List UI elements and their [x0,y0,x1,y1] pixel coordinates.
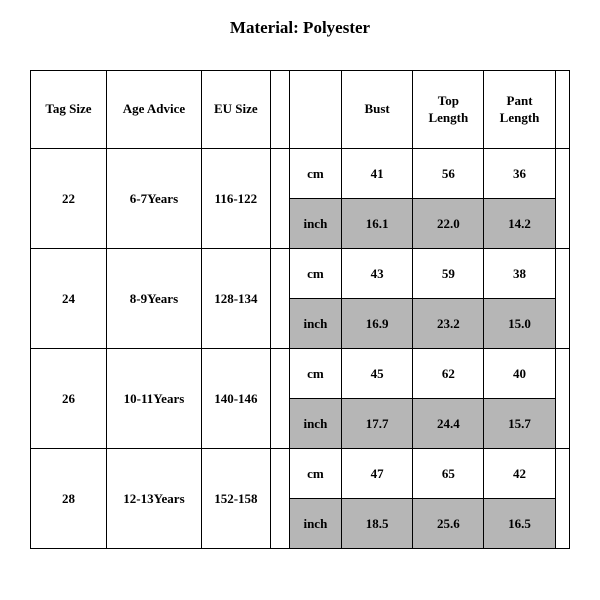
page: Material: Polyester Tag Size Age Advice … [0,0,600,600]
cell-bust-cm: 41 [342,149,413,199]
cell-unit-cm: cm [289,149,341,199]
cell-bust-cm: 45 [342,349,413,399]
cell-top-inch: 22.0 [413,199,484,249]
cell-age: 12-13Years [106,449,201,549]
cell-age: 6-7Years [106,149,201,249]
cell-spacer2 [555,449,569,549]
cell-unit-inch: inch [289,199,341,249]
col-spacer2 [555,71,569,149]
cell-bust-inch: 18.5 [342,499,413,549]
cell-unit-cm: cm [289,449,341,499]
cell-bust-inch: 17.7 [342,399,413,449]
col-bust: Bust [342,71,413,149]
cell-top-cm: 56 [413,149,484,199]
cell-eu: 152-158 [201,449,270,549]
cell-eu: 116-122 [201,149,270,249]
header-row: Tag Size Age Advice EU Size Bust TopLeng… [31,71,570,149]
page-title: Material: Polyester [0,18,600,38]
cell-unit-cm: cm [289,249,341,299]
cell-spacer [270,149,289,249]
col-unit [289,71,341,149]
cell-pant-cm: 42 [484,449,555,499]
cell-spacer [270,449,289,549]
cell-spacer2 [555,249,569,349]
cell-bust-cm: 43 [342,249,413,299]
cell-top-cm: 62 [413,349,484,399]
col-pant: PantLength [484,71,555,149]
cell-spacer2 [555,349,569,449]
col-top: TopLength [413,71,484,149]
cell-tag: 28 [31,449,107,549]
size-table-container: Tag Size Age Advice EU Size Bust TopLeng… [0,70,600,549]
cell-age: 10-11Years [106,349,201,449]
col-tag: Tag Size [31,71,107,149]
cell-spacer2 [555,149,569,249]
cell-pant-inch: 15.7 [484,399,555,449]
cell-pant-cm: 36 [484,149,555,199]
table-body: 226-7Years116-122cm415636inch16.122.014.… [31,149,570,549]
cell-spacer [270,249,289,349]
cell-tag: 26 [31,349,107,449]
cell-bust-cm: 47 [342,449,413,499]
cell-tag: 22 [31,149,107,249]
cell-pant-inch: 14.2 [484,199,555,249]
cell-bust-inch: 16.9 [342,299,413,349]
size-table: Tag Size Age Advice EU Size Bust TopLeng… [30,70,570,549]
cell-top-inch: 25.6 [413,499,484,549]
cell-unit-cm: cm [289,349,341,399]
cell-age: 8-9Years [106,249,201,349]
cell-top-cm: 59 [413,249,484,299]
cell-unit-inch: inch [289,299,341,349]
table-row: 2812-13Years152-158cm476542 [31,449,570,499]
cell-pant-cm: 38 [484,249,555,299]
cell-pant-inch: 16.5 [484,499,555,549]
col-eu: EU Size [201,71,270,149]
cell-eu: 140-146 [201,349,270,449]
col-age: Age Advice [106,71,201,149]
cell-bust-inch: 16.1 [342,199,413,249]
cell-top-cm: 65 [413,449,484,499]
cell-tag: 24 [31,249,107,349]
cell-unit-inch: inch [289,499,341,549]
cell-pant-cm: 40 [484,349,555,399]
table-row: 248-9Years128-134cm435938 [31,249,570,299]
cell-pant-inch: 15.0 [484,299,555,349]
col-spacer [270,71,289,149]
cell-top-inch: 24.4 [413,399,484,449]
cell-top-inch: 23.2 [413,299,484,349]
cell-spacer [270,349,289,449]
table-row: 226-7Years116-122cm415636 [31,149,570,199]
cell-eu: 128-134 [201,249,270,349]
table-row: 2610-11Years140-146cm456240 [31,349,570,399]
cell-unit-inch: inch [289,399,341,449]
